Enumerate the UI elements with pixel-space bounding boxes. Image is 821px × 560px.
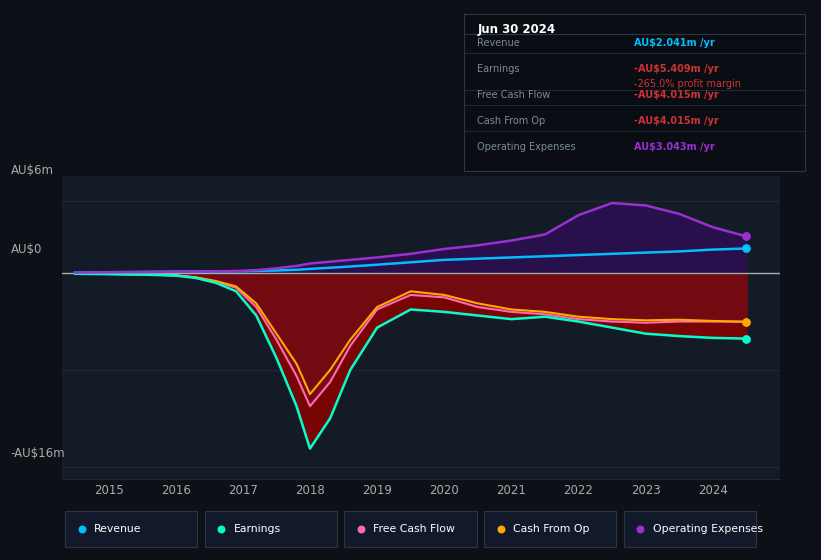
Point xyxy=(75,525,88,534)
FancyBboxPatch shape xyxy=(204,511,337,547)
Text: AU$2.041m /yr: AU$2.041m /yr xyxy=(635,38,715,48)
Text: AU$3.043m /yr: AU$3.043m /yr xyxy=(635,142,715,152)
Text: Operating Expenses: Operating Expenses xyxy=(653,524,763,534)
Point xyxy=(494,525,507,534)
Point xyxy=(740,318,753,326)
Text: -AU$5.409m /yr: -AU$5.409m /yr xyxy=(635,63,719,73)
Text: Free Cash Flow: Free Cash Flow xyxy=(373,524,455,534)
FancyBboxPatch shape xyxy=(624,511,756,547)
Point xyxy=(740,232,753,241)
Text: Earnings: Earnings xyxy=(478,63,520,73)
Point xyxy=(740,334,753,343)
Text: -AU$16m: -AU$16m xyxy=(11,447,66,460)
Text: Free Cash Flow: Free Cash Flow xyxy=(478,90,551,100)
Text: -265.0% profit margin: -265.0% profit margin xyxy=(635,79,741,89)
Point xyxy=(215,525,228,534)
Text: -AU$4.015m /yr: -AU$4.015m /yr xyxy=(635,115,719,125)
Text: AU$0: AU$0 xyxy=(11,242,42,256)
Text: Jun 30 2024: Jun 30 2024 xyxy=(478,24,556,36)
Point xyxy=(740,244,753,253)
Text: Earnings: Earnings xyxy=(233,524,281,534)
Text: Cash From Op: Cash From Op xyxy=(478,115,546,125)
FancyBboxPatch shape xyxy=(65,511,197,547)
Point xyxy=(634,525,647,534)
FancyBboxPatch shape xyxy=(345,511,476,547)
Text: -AU$4.015m /yr: -AU$4.015m /yr xyxy=(635,90,719,100)
Text: Revenue: Revenue xyxy=(94,524,141,534)
Text: AU$6m: AU$6m xyxy=(11,164,53,178)
Point xyxy=(355,525,368,534)
Text: Cash From Op: Cash From Op xyxy=(513,524,589,534)
Text: Revenue: Revenue xyxy=(478,38,521,48)
Text: Operating Expenses: Operating Expenses xyxy=(478,142,576,152)
FancyBboxPatch shape xyxy=(484,511,617,547)
